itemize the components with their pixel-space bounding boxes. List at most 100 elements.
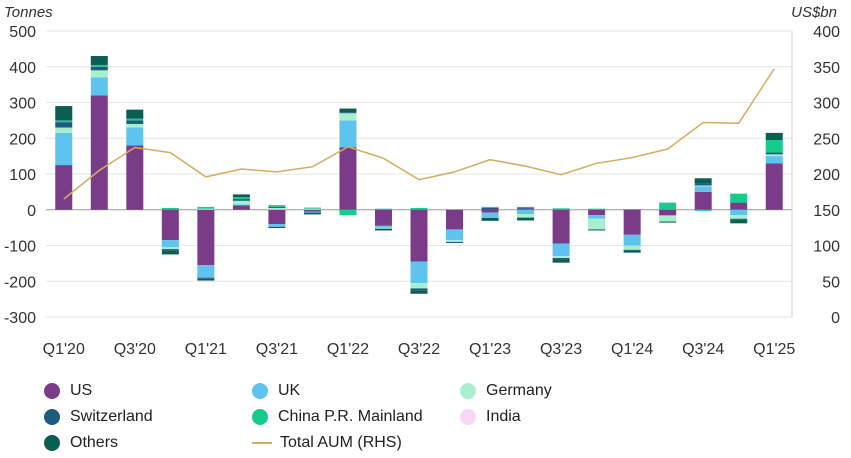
left-axis-ticks: -300 -200 -100 0 100 200 300 400 500 (4, 24, 36, 327)
legend-swatch-india (460, 409, 476, 425)
bar-segment-uk (730, 209, 748, 216)
bar-segment-us (517, 208, 535, 210)
legend-item-china: China P.R. Mainland (252, 408, 423, 426)
legend-item-total-aum: Total AUM (RHS) (252, 434, 402, 452)
bar-segment-germany (410, 283, 428, 289)
legend-item-uk: UK (252, 382, 300, 400)
bar-segment-switzerland (481, 207, 499, 210)
bar-segment-others (730, 219, 748, 224)
bar-segment-uk (55, 132, 73, 166)
bar-segment-china-p-r-mainland (268, 205, 286, 207)
bar-segment-others (481, 217, 499, 221)
bar-segment-others (552, 259, 570, 263)
bar-segment-uk (339, 120, 357, 148)
bar-segment-others (161, 250, 179, 255)
legend-swatch-others (44, 435, 60, 451)
bar-segment-switzerland (694, 183, 712, 186)
bar-segment-others (374, 228, 392, 231)
legend-swatch-china (252, 409, 268, 425)
bar-segment-china-p-r-mainland (126, 118, 144, 121)
bar-segment-others (268, 226, 286, 228)
x-tick-label: Q1'24 (611, 341, 653, 358)
y2-tick-label: 100 (813, 239, 840, 256)
bar-segment-switzerland (268, 206, 286, 208)
bar-segment-germany (517, 214, 535, 218)
bar-segment-china-p-r-mainland (197, 206, 215, 209)
bar-segment-china-p-r-mainland (374, 208, 392, 210)
bar-segment-china-p-r-mainland (659, 202, 677, 210)
bar-segment-germany (339, 113, 357, 121)
legend-label-china: China P.R. Mainland (278, 408, 423, 425)
bar-segment-germany (374, 227, 392, 229)
bar-segment-germany (694, 185, 712, 187)
y2-tick-label: 200 (813, 167, 840, 184)
legend-label-germany: Germany (486, 382, 552, 399)
bar-segment-uk (552, 243, 570, 257)
y2-tick-label: 250 (813, 131, 840, 148)
y-tick-label: -100 (4, 239, 36, 256)
y-tick-label: 400 (9, 60, 36, 77)
legend-swatch-germany (460, 383, 476, 399)
bar-segment-others (303, 212, 321, 215)
bar-segment-us (374, 209, 392, 226)
y-tick-label: -300 (4, 310, 36, 327)
y-tick-label: 100 (9, 167, 36, 184)
x-tick-label: Q1'20 (43, 341, 85, 358)
bar-segment-switzerland (90, 66, 108, 71)
x-tick-label: Q3'23 (540, 341, 582, 358)
bar-segment-us (446, 209, 464, 230)
bar-segment-us (730, 202, 748, 210)
y-tick-label: 300 (9, 96, 36, 113)
bar-segment-china-p-r-mainland (90, 64, 108, 67)
bar-segment-germany (303, 208, 321, 210)
bar-segment-uk (588, 215, 606, 219)
bar-segment-others (55, 106, 73, 121)
bar-segment-us (410, 209, 428, 262)
bar-segment-uk (765, 156, 783, 164)
y2-tick-label: 150 (813, 203, 840, 220)
y-tick-label: 200 (9, 131, 36, 148)
legend-label-switzerland: Switzerland (70, 408, 153, 425)
bar-segment-uk (90, 77, 108, 96)
bar-segment-others (623, 250, 641, 253)
legend-label-total-aum: Total AUM (RHS) (280, 434, 402, 451)
x-tick-label: Q3'24 (682, 341, 724, 358)
bar-segment-us (232, 205, 250, 210)
bar-segment-switzerland (730, 218, 748, 220)
y2-tick-label: 300 (813, 96, 840, 113)
bar-segment-switzerland (410, 288, 428, 291)
bar-segment-uk (623, 234, 641, 246)
bar-segment-uk (481, 212, 499, 218)
bar-segment-others (197, 278, 215, 281)
x-tick-label: Q1'21 (185, 341, 227, 358)
bar-segment-us (659, 209, 677, 216)
bar-segment-others (90, 56, 108, 65)
bar-segment-switzerland (161, 249, 179, 251)
y2-tick-label: 350 (813, 60, 840, 77)
y2-tick-label: 50 (822, 274, 840, 291)
bar-segment-uk (232, 204, 250, 206)
bar-segment-switzerland (197, 277, 215, 279)
aum-line (63, 68, 775, 200)
bar-segment-china-p-r-mainland (481, 206, 499, 208)
bar-segment-switzerland (446, 241, 464, 243)
left-axis-label: Tonnes (4, 4, 53, 21)
y2-tick-label: 0 (831, 310, 840, 327)
x-tick-label: Q1'22 (327, 341, 369, 358)
bar-segment-others (232, 194, 250, 198)
bar-segment-us (694, 191, 712, 210)
bar-segment-others (694, 178, 712, 184)
bar-segment-germany (90, 70, 108, 78)
bar-segment-germany (161, 247, 179, 250)
legend-item-us: US (44, 382, 92, 400)
bar-segment-germany (55, 127, 73, 133)
bar-segment-uk (374, 225, 392, 228)
bar-segment-uk (303, 211, 321, 213)
bar-segment-germany (765, 154, 783, 157)
bar-segment-china-p-r-mainland (232, 197, 250, 200)
bar-segment-china-p-r-mainland (730, 193, 748, 203)
bar-segment-uk (161, 240, 179, 248)
x-tick-label: Q3'22 (398, 341, 440, 358)
legend-swatch-us (44, 383, 60, 399)
bar-segment-germany (197, 208, 215, 210)
